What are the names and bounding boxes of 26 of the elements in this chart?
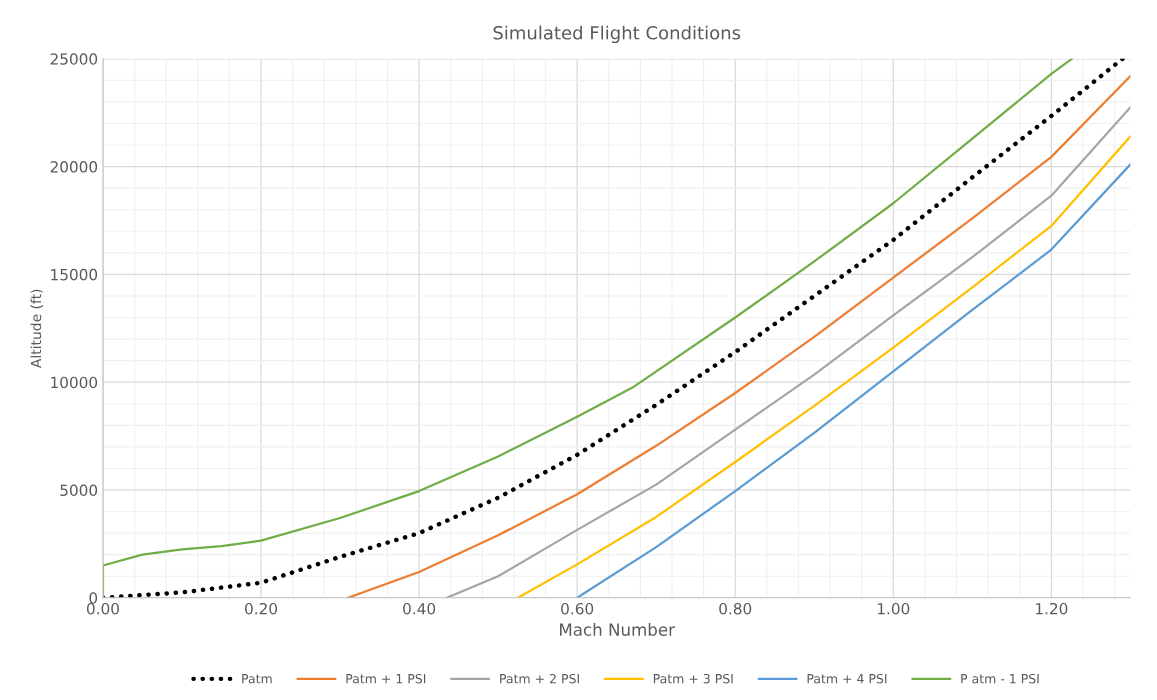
line-series (516, 135, 1131, 598)
x-tick-label: 1.00 (877, 602, 910, 615)
y-tick-label: 5000 (60, 484, 98, 497)
y-tick-label: 20000 (50, 161, 98, 173)
legend-label: Patm (242, 674, 272, 684)
y-tick-label: 25000 (50, 53, 98, 65)
legend-label: Patm + 2 PSI (500, 673, 579, 684)
x-tick-label: 0.40 (403, 602, 436, 615)
x-tick-label: 0.80 (719, 602, 752, 615)
x-tick-label: 0.00 (86, 602, 119, 615)
line-series (346, 74, 1131, 598)
legend-label: Patm + 4 PSI (807, 673, 887, 684)
y-tick-label: 10000 (51, 376, 98, 389)
x-axis-title: Mach Number (560, 623, 675, 636)
legend-label: P atm - 1 PSI (961, 673, 1039, 684)
x-tick-label: 1.20 (1036, 602, 1068, 615)
legend-label: Patm + 1 PSI (346, 673, 426, 684)
chart-title: Simulated Flight Conditions (493, 25, 741, 44)
x-tick-label: 0.20 (245, 602, 278, 615)
y-tick-label: 0 (89, 592, 98, 604)
line-series (576, 163, 1131, 598)
line-series (445, 106, 1131, 598)
y-axis-title: Altitude (ft) (30, 289, 43, 368)
legend-label: Patm + 3 PSI (653, 673, 733, 684)
x-tick-label: 0.60 (561, 602, 594, 615)
y-tick-label: 15000 (51, 268, 98, 281)
